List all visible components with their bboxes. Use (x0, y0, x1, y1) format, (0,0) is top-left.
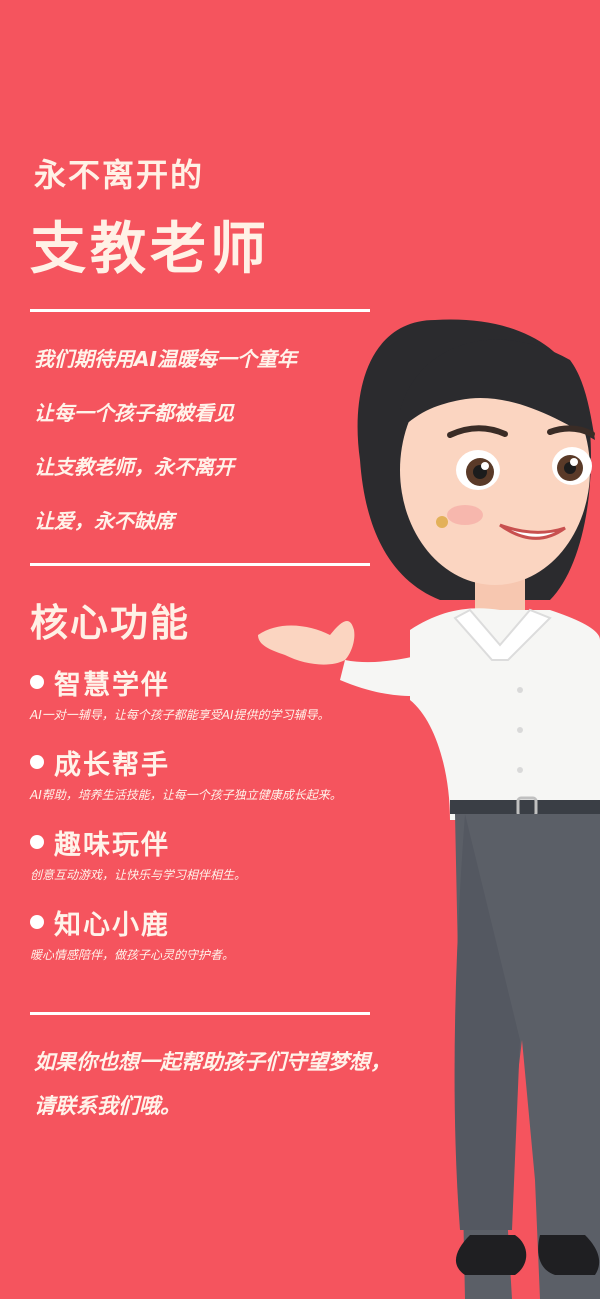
feature-name: 成长帮手 (54, 749, 170, 781)
mission-line: 让爱，永不缺席 (34, 509, 174, 533)
mission-line: 我们期待用AI温暖每一个童年 (34, 347, 297, 371)
bullet-icon (30, 755, 44, 769)
mission-line: 让每一个孩子都被看见 (34, 401, 234, 425)
feature-description: 暖心情感陪伴，做孩子心灵的守护者。 (30, 948, 235, 962)
divider-middle (30, 563, 370, 566)
bullet-icon (30, 675, 44, 689)
divider-bottom (30, 1012, 370, 1015)
poster-subtitle: 永不离开的 (34, 156, 205, 194)
feature-description: 创意互动游戏，让快乐与学习相伴相生。 (30, 868, 247, 882)
feature-item: 知心小鹿 暖心情感陪伴，做孩子心灵的守护者。 (30, 904, 342, 984)
bullet-icon (30, 835, 44, 849)
divider-top (30, 309, 370, 312)
cta-line: 如果你也想一起帮助孩子们守望梦想， (34, 1050, 391, 1074)
teacher-illustration (258, 319, 600, 1299)
feature-item: 趣味玩伴 创意互动游戏，让快乐与学习相伴相生。 (30, 824, 342, 904)
call-to-action: 如果你也想一起帮助孩子们守望梦想， 请联系我们哦。 (34, 1040, 391, 1128)
feature-list: 智慧学伴 AI一对一辅导，让每个孩子都能享受AI提供的学习辅导。 成长帮手 AI… (30, 664, 342, 984)
feature-description: AI一对一辅导，让每个孩子都能享受AI提供的学习辅导。 (30, 708, 330, 722)
feature-name: 智慧学伴 (54, 669, 170, 701)
mission-line: 让支教老师，永不离开 (34, 455, 234, 479)
feature-item: 智慧学伴 AI一对一辅导，让每个孩子都能享受AI提供的学习辅导。 (30, 664, 342, 744)
features-title: 核心功能 (30, 601, 191, 645)
poster-title: 支教老师 (30, 217, 270, 282)
bullet-icon (30, 915, 44, 929)
feature-name: 趣味玩伴 (54, 829, 170, 861)
feature-item: 成长帮手 AI帮助，培养生活技能，让每一个孩子独立健康成长起来。 (30, 744, 342, 824)
feature-description: AI帮助，培养生活技能，让每一个孩子独立健康成长起来。 (30, 788, 342, 802)
feature-name: 知心小鹿 (54, 909, 170, 941)
cta-line: 请联系我们哦。 (34, 1094, 181, 1118)
mission-statement: 我们期待用AI温暖每一个童年 让每一个孩子都被看见 让支教老师，永不离开 让爱，… (34, 343, 297, 559)
